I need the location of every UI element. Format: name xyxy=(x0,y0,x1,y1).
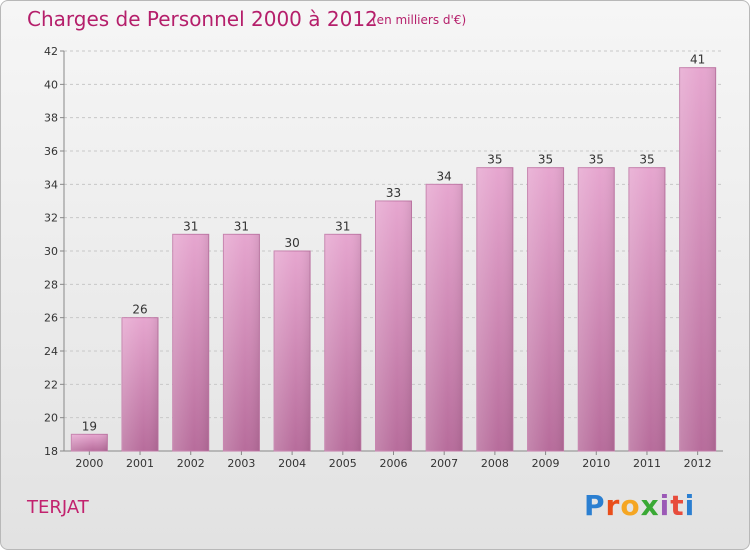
y-tick-label: 36 xyxy=(44,145,58,158)
data-label: 41 xyxy=(690,53,705,67)
y-tick-label: 40 xyxy=(44,78,58,91)
x-tick-label: 2007 xyxy=(430,457,458,470)
data-label: 31 xyxy=(234,219,249,233)
bar-shade xyxy=(324,234,361,451)
bar-layer xyxy=(70,67,717,452)
logo-letter: t xyxy=(670,489,685,522)
logo-letter: i xyxy=(684,489,696,522)
logo-letter: x xyxy=(640,489,660,522)
bar-shade xyxy=(679,67,716,452)
x-tick-label: 2005 xyxy=(329,457,357,470)
data-label: 19 xyxy=(82,419,97,433)
data-label: 35 xyxy=(538,153,553,167)
data-label: 31 xyxy=(183,219,198,233)
y-tick-label: 24 xyxy=(44,345,58,358)
data-label: 30 xyxy=(284,236,299,250)
logo-letter: o xyxy=(620,489,641,522)
y-tick-label: 26 xyxy=(44,312,58,325)
x-tick-label: 2004 xyxy=(278,457,306,470)
y-tick-label: 38 xyxy=(44,112,58,125)
x-tick-label: 2012 xyxy=(684,457,712,470)
y-tick-label: 22 xyxy=(44,378,58,391)
x-tick-label: 2009 xyxy=(532,457,560,470)
bar-shade xyxy=(375,201,412,451)
y-tick-label: 28 xyxy=(44,278,58,291)
data-label: 35 xyxy=(487,153,502,167)
x-tick-label: 2003 xyxy=(227,457,255,470)
bar-shade xyxy=(274,251,311,451)
data-label: 31 xyxy=(335,219,350,233)
chart-subtitle: (en milliers d'€) xyxy=(372,13,467,27)
bar-shade xyxy=(578,167,615,451)
x-tick-label: 2006 xyxy=(380,457,408,470)
y-tick-label: 30 xyxy=(44,245,58,258)
data-label: 33 xyxy=(386,186,401,200)
bar-shade xyxy=(71,434,108,451)
bar-shade xyxy=(476,167,513,451)
x-tick-label: 2011 xyxy=(633,457,661,470)
logo-letter: i xyxy=(659,489,671,522)
y-tick-label: 18 xyxy=(44,445,58,458)
logo-letter: P xyxy=(584,489,606,522)
bar-shade xyxy=(426,184,463,452)
label-layer: 19 26 31 31 30 31 33 34 35 35 35 35 41 xyxy=(82,53,706,434)
x-tick-label: 2000 xyxy=(75,457,103,470)
bar-shade xyxy=(628,167,665,451)
bar-shade xyxy=(527,167,564,451)
data-label: 34 xyxy=(437,169,452,183)
chart-title: Charges de Personnel 2000 à 2012 xyxy=(27,7,378,31)
data-label: 35 xyxy=(639,153,654,167)
bar-shade xyxy=(223,234,260,451)
x-tick-label: 2001 xyxy=(126,457,154,470)
x-tick-label: 2002 xyxy=(177,457,205,470)
data-label: 26 xyxy=(132,303,147,317)
bar-shade xyxy=(122,317,159,451)
bar-shade xyxy=(172,234,209,451)
proxiti-logo: Proxiti xyxy=(584,489,695,522)
y-tick-label: 34 xyxy=(44,178,58,191)
x-tick-label: 2008 xyxy=(481,457,509,470)
x-tick-label: 2010 xyxy=(582,457,610,470)
y-tick-label: 20 xyxy=(44,412,58,425)
y-tick-label: 32 xyxy=(44,212,58,225)
commune-name: TERJAT xyxy=(27,497,89,518)
logo-letter: r xyxy=(605,489,621,522)
data-label: 35 xyxy=(589,153,604,167)
y-tick-label: 42 xyxy=(44,45,58,58)
